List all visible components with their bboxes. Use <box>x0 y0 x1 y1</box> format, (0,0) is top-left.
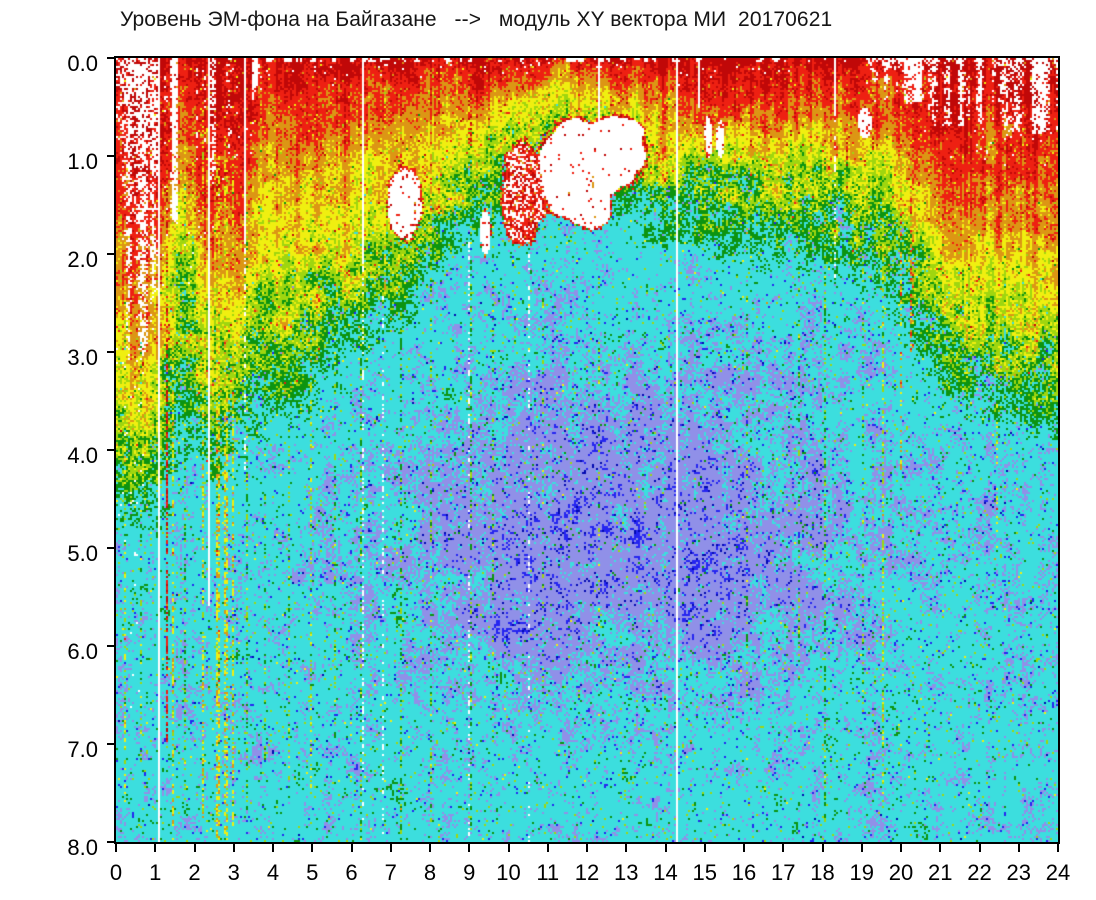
y-tick <box>107 547 115 549</box>
x-tick <box>154 843 157 852</box>
x-tick-label: 20 <box>888 860 914 885</box>
y-tick-label: 7.0 <box>67 737 98 762</box>
x-tick-label: 24 <box>1045 860 1071 885</box>
x-tick-label: 6 <box>345 860 358 885</box>
x-tick-label: 9 <box>463 860 476 885</box>
x-tick <box>1057 843 1059 852</box>
y-tick-label: 3.0 <box>67 345 98 370</box>
x-tick <box>311 843 314 852</box>
y-tick-label: 6.0 <box>67 639 98 664</box>
x-tick-label: 4 <box>266 860 280 885</box>
x-tick-label: 14 <box>653 860 678 885</box>
x-tick <box>468 843 471 852</box>
chart-title: Уровень ЭМ-фона на Байгазане --> модуль … <box>120 8 833 31</box>
x-tick-label: 21 <box>928 860 953 885</box>
y-tick <box>107 57 115 59</box>
x-tick <box>860 843 863 852</box>
x-tick <box>782 843 785 852</box>
x-tick <box>350 843 353 852</box>
x-tick <box>429 843 431 852</box>
y-tick <box>107 449 115 451</box>
x-tick <box>939 843 942 852</box>
x-tick-label: 17 <box>771 860 796 885</box>
y-tick <box>107 351 115 353</box>
x-tick <box>193 843 196 852</box>
y-tick-label: 5.0 <box>67 541 98 566</box>
x-tick <box>1017 843 1020 852</box>
x-tick <box>625 843 628 852</box>
x-tick-label: 0 <box>109 860 123 885</box>
x-tick <box>900 843 902 852</box>
x-tick <box>272 843 274 852</box>
x-tick <box>664 843 667 852</box>
y-tick <box>107 155 115 157</box>
x-tick-label: 19 <box>849 860 874 885</box>
x-tick-label: 8 <box>423 860 437 885</box>
y-tick <box>107 253 115 255</box>
y-tick-label: 1.0 <box>67 149 98 174</box>
x-tick <box>743 843 745 852</box>
x-tick-label: 2 <box>188 860 201 885</box>
x-tick <box>507 843 510 852</box>
x-tick-label: 18 <box>810 860 835 885</box>
y-tick <box>107 841 115 843</box>
y-tick <box>107 645 115 647</box>
x-tick <box>389 843 392 852</box>
x-tick-label: 13 <box>614 860 639 885</box>
x-tick-label: 10 <box>496 860 521 885</box>
x-tick-label: 5 <box>306 860 319 885</box>
heatmap-point-cloud <box>116 58 1058 842</box>
x-tick <box>586 843 588 852</box>
x-tick <box>821 843 824 852</box>
x-tick <box>546 843 549 852</box>
x-tick-label: 16 <box>731 860 757 885</box>
x-tick-label: 12 <box>574 860 600 885</box>
x-tick-label: 1 <box>149 860 162 885</box>
y-tick <box>107 743 115 745</box>
x-tick-label: 22 <box>967 860 992 885</box>
x-tick-label: 7 <box>384 860 397 885</box>
y-tick-label: 0.0 <box>67 51 98 76</box>
y-tick-label: 8.0 <box>67 835 98 860</box>
x-tick-label: 23 <box>1006 860 1031 885</box>
x-tick <box>232 843 235 852</box>
x-tick-label: 3 <box>227 860 240 885</box>
x-tick-label: 15 <box>692 860 717 885</box>
y-tick-label: 4.0 <box>67 443 98 468</box>
x-tick <box>703 843 706 852</box>
x-tick <box>978 843 981 852</box>
x-tick <box>115 843 117 852</box>
y-tick-label: 2.0 <box>67 247 98 272</box>
x-tick-label: 11 <box>536 860 560 885</box>
